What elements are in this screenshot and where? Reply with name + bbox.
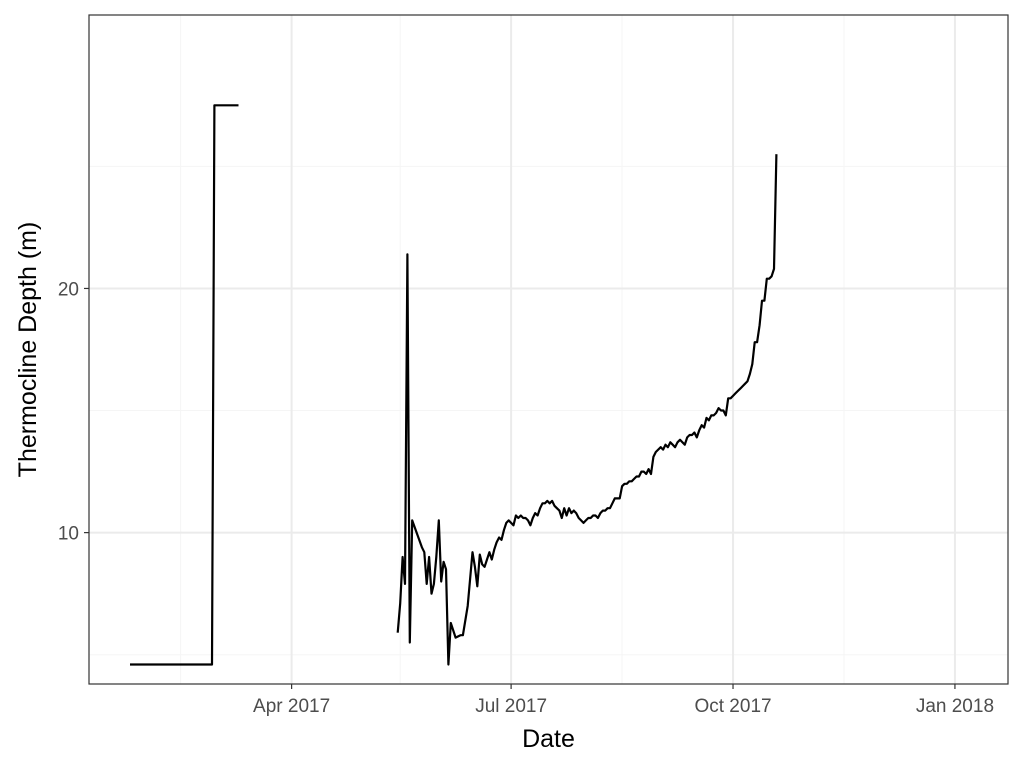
x-axis-title: Date [522,725,575,753]
minor-gridlines [89,15,1008,684]
x-tick-label: Apr 2017 [253,696,330,717]
panel-border [88,14,1009,685]
major-gridlines [89,15,1008,684]
series-line-segment [396,154,778,666]
data-series [130,104,778,666]
y-tick-label: 20 [58,279,79,300]
x-tick-label: Jan 2018 [916,696,994,717]
x-tick-label: Jul 2017 [475,696,547,717]
y-tick-label: 10 [58,524,79,545]
x-axis: Apr 2017 Jul 2017 Oct 2017 Jan 2018 [253,684,994,717]
y-axis-title: Thermocline Depth (m) [14,222,42,478]
x-tick-label: Oct 2017 [694,696,771,717]
y-axis: 10 20 [58,279,89,545]
series-line-segment [130,104,239,666]
